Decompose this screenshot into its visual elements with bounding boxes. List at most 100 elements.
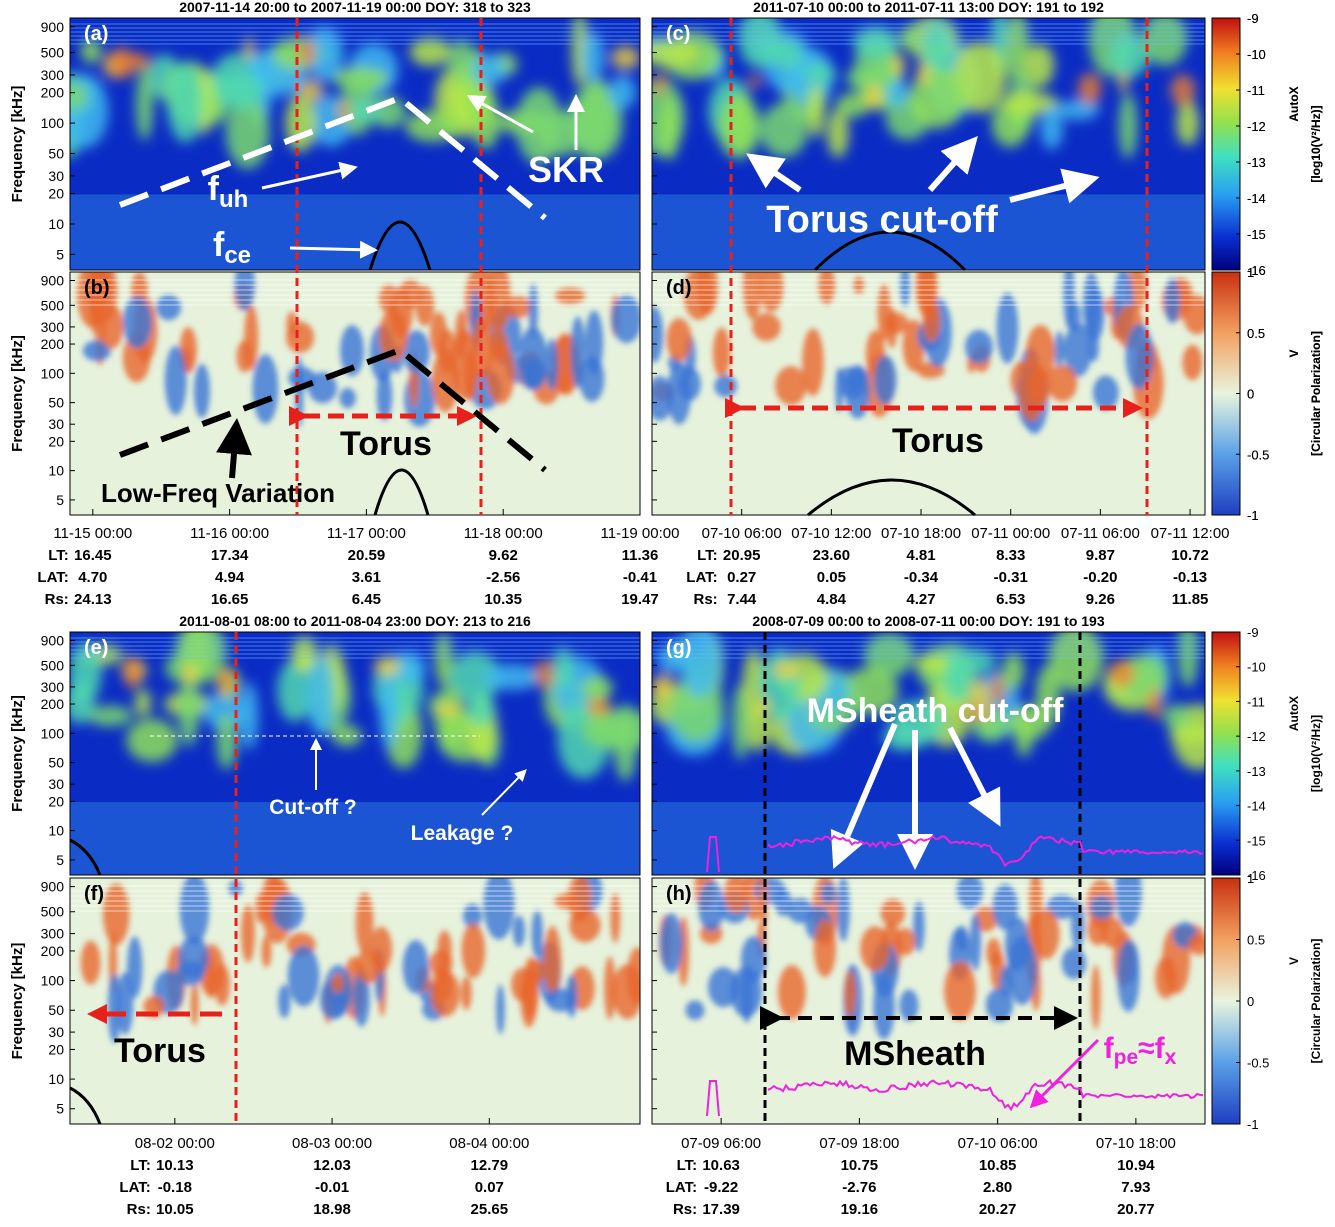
ephemeris-value: 8.33 — [996, 547, 1025, 564]
blob — [472, 54, 507, 86]
panel-title: 2007-11-14 20:00 to 2007-11-19 00:00 DOY… — [179, 0, 531, 15]
ephemeris-value: 7.44 — [727, 591, 757, 608]
y-tick-label: 900 — [41, 19, 65, 35]
blob — [1109, 660, 1134, 687]
blob — [117, 972, 133, 1035]
y-axis-label: Frequency [kHz] — [9, 695, 26, 812]
blob — [1117, 940, 1139, 1012]
blob — [873, 973, 894, 1040]
blob — [604, 956, 615, 1019]
x-tick-label: 11-17 00:00 — [327, 525, 406, 542]
ephemeris-value: 0.07 — [475, 1179, 504, 1196]
blob — [496, 984, 505, 1034]
ephemeris-value: 10.05 — [156, 1201, 194, 1218]
annotation-text: Leakage ? — [411, 822, 514, 845]
blob — [60, 74, 108, 148]
annotation-text: f — [208, 170, 220, 208]
y-tick-label: 300 — [41, 926, 65, 942]
ephemeris-value: 0.05 — [817, 569, 846, 586]
blob — [986, 938, 1001, 967]
blob — [100, 304, 123, 348]
y-tick-label: 200 — [41, 943, 65, 959]
ephemeris-value: 23.60 — [813, 547, 851, 564]
colorbar-tick-label: -14 — [1247, 191, 1266, 206]
blob — [892, 55, 905, 77]
y-axis-label: Frequency [kHz] — [9, 86, 26, 203]
panel-letter: (d) — [666, 277, 692, 299]
ephemeris-value: 3.61 — [352, 569, 381, 586]
blob — [627, 947, 648, 1005]
spectrogram-low — [70, 194, 640, 270]
panel-title: 2011-07-10 00:00 to 2011-07-11 13:00 DOY… — [753, 0, 1104, 15]
ephemeris-value: 20.27 — [979, 1201, 1017, 1218]
y-tick-label: 10 — [48, 216, 64, 232]
blob — [194, 364, 210, 418]
blob — [253, 354, 279, 423]
blob — [773, 661, 800, 679]
blob — [568, 874, 592, 922]
blob — [644, 306, 663, 362]
ephemeris-value: 19.16 — [841, 1201, 879, 1218]
ephemeris-value: 10.75 — [841, 1157, 879, 1174]
blob — [803, 63, 836, 84]
blob — [288, 945, 320, 1006]
blob — [461, 976, 472, 1010]
blob — [286, 322, 314, 353]
blob — [651, 674, 675, 698]
colorbar-unit: [log10(V²/Hz)] — [1309, 105, 1323, 182]
x-tick-label: 07-10 18:00 — [1096, 1135, 1176, 1152]
spectrogram — [644, 249, 1210, 515]
y-tick-label: 200 — [41, 336, 65, 352]
blob — [183, 663, 197, 684]
blob — [874, 355, 897, 404]
annotation: Torus — [114, 1032, 206, 1070]
y-tick-label: 20 — [48, 1041, 64, 1057]
y-tick-label: 10 — [48, 463, 64, 479]
y-tick-label: 5 — [56, 852, 64, 868]
annotation-subscript: pe — [1114, 1046, 1139, 1069]
colorbar — [1212, 878, 1240, 1124]
blob — [214, 964, 230, 1006]
ephemeris-value: -0.41 — [623, 569, 657, 586]
blob — [300, 36, 315, 67]
arrow — [232, 430, 236, 478]
blob — [730, 967, 762, 1018]
blob — [123, 296, 152, 348]
x-tick-label: 11-15 00:00 — [53, 525, 132, 542]
blob — [1182, 345, 1202, 381]
y-tick-label: 100 — [41, 725, 65, 741]
ephemeris-value: 10.72 — [1171, 547, 1209, 564]
blob — [244, 38, 254, 60]
colorbar-tick-label: -14 — [1247, 799, 1266, 814]
colorbar-tick-label: -11 — [1247, 83, 1265, 98]
y-tick-label: 100 — [41, 973, 65, 989]
blob — [714, 375, 737, 397]
colorbar-tick-label: 1 — [1247, 871, 1254, 886]
colorbar-label: AutoX — [1287, 696, 1301, 731]
blob — [610, 893, 620, 943]
y-tick-label: 100 — [41, 365, 65, 381]
ephemeris-value: -2.56 — [486, 569, 520, 586]
ephemeris-label: LT: — [697, 547, 718, 564]
blob — [778, 965, 806, 1019]
ephemeris-value: 18.98 — [313, 1201, 351, 1218]
blob — [611, 46, 640, 70]
ephemeris-value: 16.45 — [74, 547, 112, 564]
colorbar-tick-label: -10 — [1247, 660, 1266, 675]
colorbar-tick-label: 0.5 — [1247, 326, 1265, 341]
blob — [1093, 375, 1119, 410]
colorbar-tick-label: 1 — [1247, 265, 1254, 280]
page: 2007-11-14 20:00 to 2007-11-19 00:00 DOY… — [0, 0, 1335, 1222]
colorbar — [1212, 18, 1240, 270]
y-tick-label: 500 — [41, 904, 65, 920]
blob — [1025, 44, 1055, 87]
y-tick-label: 50 — [48, 145, 64, 161]
blob — [1148, 688, 1162, 719]
blob — [513, 915, 525, 946]
blob — [216, 712, 237, 769]
x-tick-label: 08-02 00:00 — [135, 1135, 215, 1152]
blob — [241, 904, 255, 962]
blob — [660, 913, 683, 974]
blob — [240, 683, 258, 750]
blob — [435, 633, 453, 687]
